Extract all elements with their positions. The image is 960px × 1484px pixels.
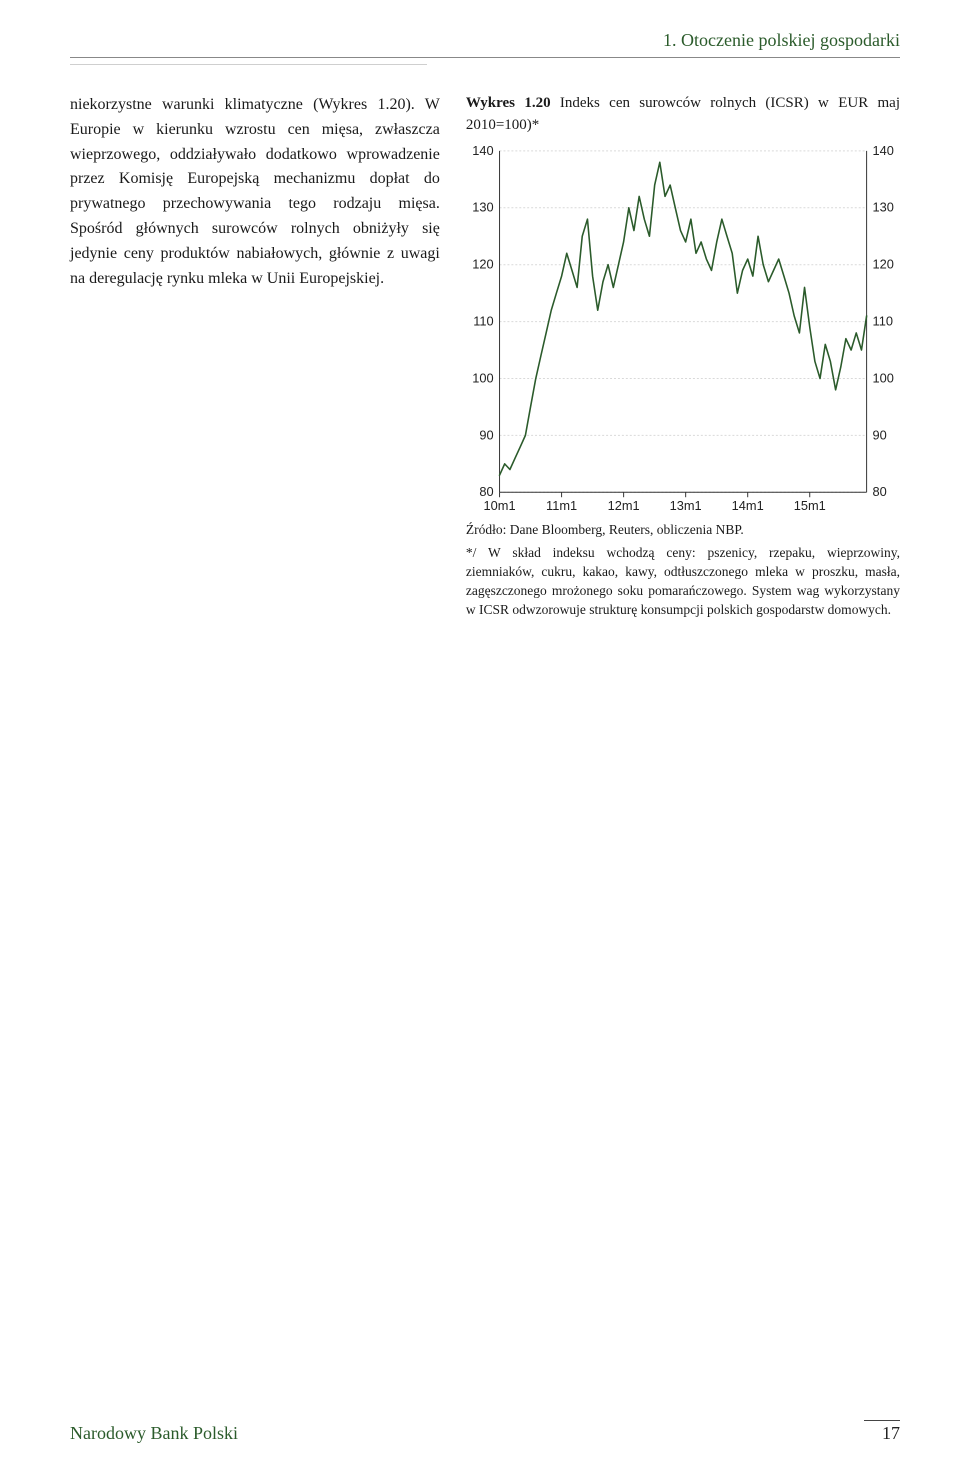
svg-text:90: 90: [479, 427, 493, 442]
svg-text:120: 120: [872, 256, 893, 271]
svg-text:12m1: 12m1: [607, 498, 639, 513]
svg-text:80: 80: [479, 484, 493, 499]
figure-title: Wykres 1.20 Indeks cen surowców rolnych …: [466, 93, 900, 137]
sub-rule: [70, 64, 427, 65]
figure-note: */ W skład indeksu wchodzą ceny: pszenic…: [466, 544, 900, 620]
figure-block: Wykres 1.20 Indeks cen surowców rolnych …: [466, 93, 900, 620]
svg-text:80: 80: [872, 484, 886, 499]
svg-text:100: 100: [472, 370, 493, 385]
figure-label: Wykres 1.20: [466, 95, 551, 111]
footer-rule: [864, 1420, 900, 1421]
footer-publisher: Narodowy Bank Polski: [70, 1423, 238, 1444]
svg-text:130: 130: [872, 199, 893, 214]
line-chart: 80 80 90 90 100 100 110 110 120 120 130 130 140 140 10…: [466, 143, 900, 518]
svg-text:130: 130: [472, 199, 493, 214]
svg-text:90: 90: [872, 427, 886, 442]
svg-text:10m1: 10m1: [483, 498, 515, 513]
svg-text:14m1: 14m1: [732, 498, 764, 513]
svg-text:13m1: 13m1: [669, 498, 701, 513]
figure-source: Źródło: Dane Bloomberg, Reuters, oblicze…: [466, 521, 900, 540]
svg-text:140: 140: [472, 143, 493, 158]
footer-page-number-block: 17: [864, 1420, 900, 1444]
svg-text:140: 140: [872, 143, 893, 158]
svg-text:110: 110: [473, 313, 493, 328]
two-column-layout: niekorzystne warunki klimatyczne (Wykres…: [70, 93, 900, 620]
svg-text:100: 100: [872, 370, 893, 385]
svg-text:11m1: 11m1: [546, 498, 577, 513]
svg-text:120: 120: [472, 256, 493, 271]
page-number: 17: [864, 1423, 900, 1444]
svg-text:110: 110: [872, 313, 892, 328]
page-footer: Narodowy Bank Polski 17: [70, 1420, 900, 1444]
section-header: 1. Otoczenie polskiej gospodarki: [70, 30, 900, 58]
body-paragraph: niekorzystne warunki klimatyczne (Wykres…: [70, 93, 440, 620]
svg-text:15m1: 15m1: [794, 498, 826, 513]
